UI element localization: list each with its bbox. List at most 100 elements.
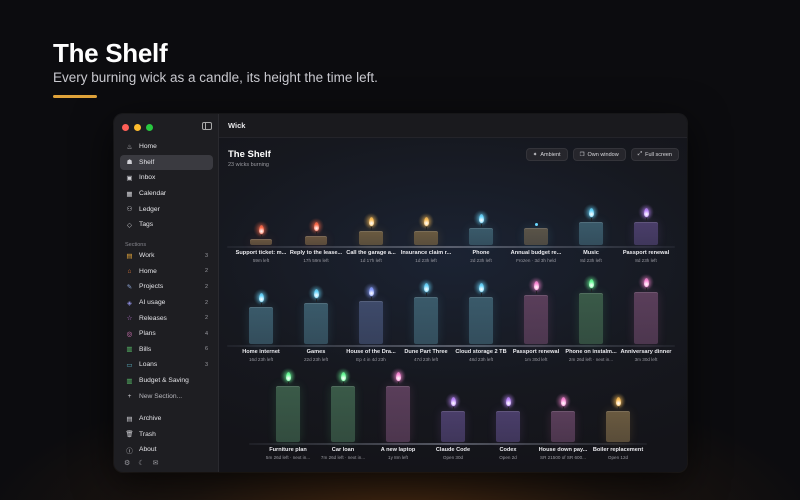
candle-body — [579, 293, 603, 344]
archive-icon: ▤ — [126, 415, 133, 423]
candle-title: Insurance claim r... — [400, 250, 452, 256]
new-section-button[interactable]: + New Section... — [120, 388, 213, 404]
sidebar-item-home[interactable]: ⌂ Home 2 — [120, 264, 213, 280]
sidebar-item-label: Trash — [139, 430, 156, 438]
sidebar-item-about[interactable]: ⓘ About — [120, 442, 213, 458]
sidebar-item-inbox[interactable]: ▣ Inbox — [120, 170, 213, 186]
candle-card[interactable] — [313, 368, 373, 442]
sidebar-item-ai-usage[interactable]: ◈ AI usage 2 — [120, 295, 213, 311]
sidebar-item-work[interactable]: ▤ Work 3 — [120, 248, 213, 264]
moon-icon[interactable]: ☾ — [138, 460, 145, 467]
sidebar-toggle-icon[interactable] — [202, 122, 212, 130]
flame-icon — [588, 279, 594, 288]
candle-wick — [590, 289, 592, 292]
sidebar-item-trash[interactable]: 🗑 Trash — [120, 427, 213, 443]
candle-time-left: 8d 23h left — [580, 258, 602, 263]
sidebar-item-label: Plans — [139, 330, 156, 338]
candle-card[interactable] — [231, 289, 291, 344]
candle-card[interactable] — [423, 393, 483, 442]
flame-icon — [478, 214, 484, 223]
sidebar-bottom-nav: ▤ Archive 🗑 Trash ⓘ About — [120, 411, 213, 458]
candle-card[interactable] — [616, 204, 676, 245]
candle-title: A new laptop — [380, 447, 416, 453]
candle-wick — [315, 232, 317, 235]
candle-title: Annual budget re... — [510, 250, 562, 256]
candle-wick — [645, 218, 647, 221]
full-screen-button[interactable]: ⤢ Full screen — [630, 148, 679, 161]
flame-icon — [368, 217, 374, 226]
mail-icon[interactable]: ✉ — [152, 460, 159, 467]
briefcase-icon: ▤ — [126, 252, 133, 260]
zoom-window-button[interactable] — [146, 124, 153, 131]
close-window-button[interactable] — [122, 124, 129, 131]
section-count-badge: 2 — [204, 283, 208, 290]
candle-card[interactable] — [451, 279, 511, 344]
ambient-button[interactable]: ✦ Ambient — [525, 148, 568, 161]
candle-title: Home internet — [242, 349, 280, 355]
sidebar-item-tags[interactable]: ◇ Tags — [120, 217, 213, 233]
sidebar-item-projects[interactable]: ✎ Projects 2 — [120, 279, 213, 295]
flame-icon — [643, 278, 649, 287]
sidebar-item-ledger[interactable]: ⚇ Ledger — [120, 201, 213, 217]
trash-icon: 🗑 — [125, 431, 134, 439]
sidebar-item-loans[interactable]: ▭ Loans 3 — [120, 357, 213, 373]
candle-wick — [425, 227, 427, 230]
expand-icon: ⤢ — [637, 151, 643, 157]
candle-card[interactable] — [231, 221, 291, 245]
candle-body — [276, 386, 300, 442]
candle-card[interactable] — [451, 210, 511, 245]
candle-time-left: 16d 23h left — [248, 357, 273, 362]
candle-card[interactable] — [561, 275, 621, 344]
candle-time-left: 2d 23h left — [470, 258, 492, 263]
sidebar-item-shelf[interactable]: ☗ Shelf — [120, 154, 213, 171]
candle-body — [634, 222, 658, 245]
candle-card[interactable] — [258, 368, 318, 442]
candle-card[interactable] — [588, 393, 648, 442]
candle-card[interactable] — [368, 368, 428, 442]
flame-icon — [615, 397, 621, 406]
candle-card[interactable] — [341, 213, 401, 245]
candle-card[interactable] — [616, 274, 676, 344]
candle-card[interactable] — [286, 218, 346, 245]
minimize-window-button[interactable] — [134, 124, 141, 131]
candle-card[interactable] — [561, 204, 621, 245]
candle-wick — [507, 407, 509, 410]
sidebar-item-bills[interactable]: ▥ Bills 6 — [120, 342, 213, 358]
candle-title: Phone — [472, 250, 490, 256]
candle-wick — [315, 299, 317, 302]
candle-time-left: 8d 23h left — [635, 258, 657, 263]
sidebar-item-label: Loans — [139, 361, 158, 369]
sidebar-item-budget-saving[interactable]: ▥ Budget & Saving — [120, 373, 213, 389]
candle-card[interactable] — [533, 393, 593, 442]
candle-title: Phone on instalm... — [565, 349, 617, 355]
sidebar-item-home[interactable]: ♨ Home — [120, 139, 213, 155]
flame-icon — [313, 289, 319, 298]
candle-card[interactable] — [506, 277, 566, 344]
candle-card[interactable] — [396, 279, 456, 344]
sidebar-item-releases[interactable]: ☆ Releases 2 — [120, 310, 213, 326]
sidebar-item-plans[interactable]: ◎ Plans 4 — [120, 326, 213, 342]
candle-title: Reply to the lease... — [289, 250, 343, 256]
hero-title: The Shelf — [53, 38, 168, 68]
candle-wick — [645, 288, 647, 291]
sidebar-item-archive[interactable]: ▤ Archive — [120, 411, 213, 427]
own-window-button[interactable]: ❐ Own window — [572, 148, 626, 161]
candle-card[interactable] — [341, 283, 401, 344]
sidebar-item-label: Shelf — [139, 158, 155, 166]
candle-card[interactable] — [286, 285, 346, 344]
gear-icon[interactable]: ⚙ — [124, 460, 131, 467]
sidebar-item-calendar[interactable]: ▦ Calendar — [120, 186, 213, 202]
candle-body — [250, 239, 272, 245]
section-count-badge: 4 — [204, 330, 208, 337]
candle-card[interactable] — [506, 212, 566, 245]
flame-icon — [285, 372, 291, 381]
flame-icon: ♨ — [126, 143, 133, 151]
page-subtitle: 23 wicks burning — [228, 162, 269, 168]
candle-card[interactable] — [478, 393, 538, 442]
section-count-badge: 2 — [204, 268, 208, 275]
candle-body — [524, 228, 548, 245]
candle-card[interactable] — [396, 213, 456, 245]
candle-wick — [370, 297, 372, 300]
candle-wick — [480, 293, 482, 296]
candle-body — [386, 386, 410, 442]
